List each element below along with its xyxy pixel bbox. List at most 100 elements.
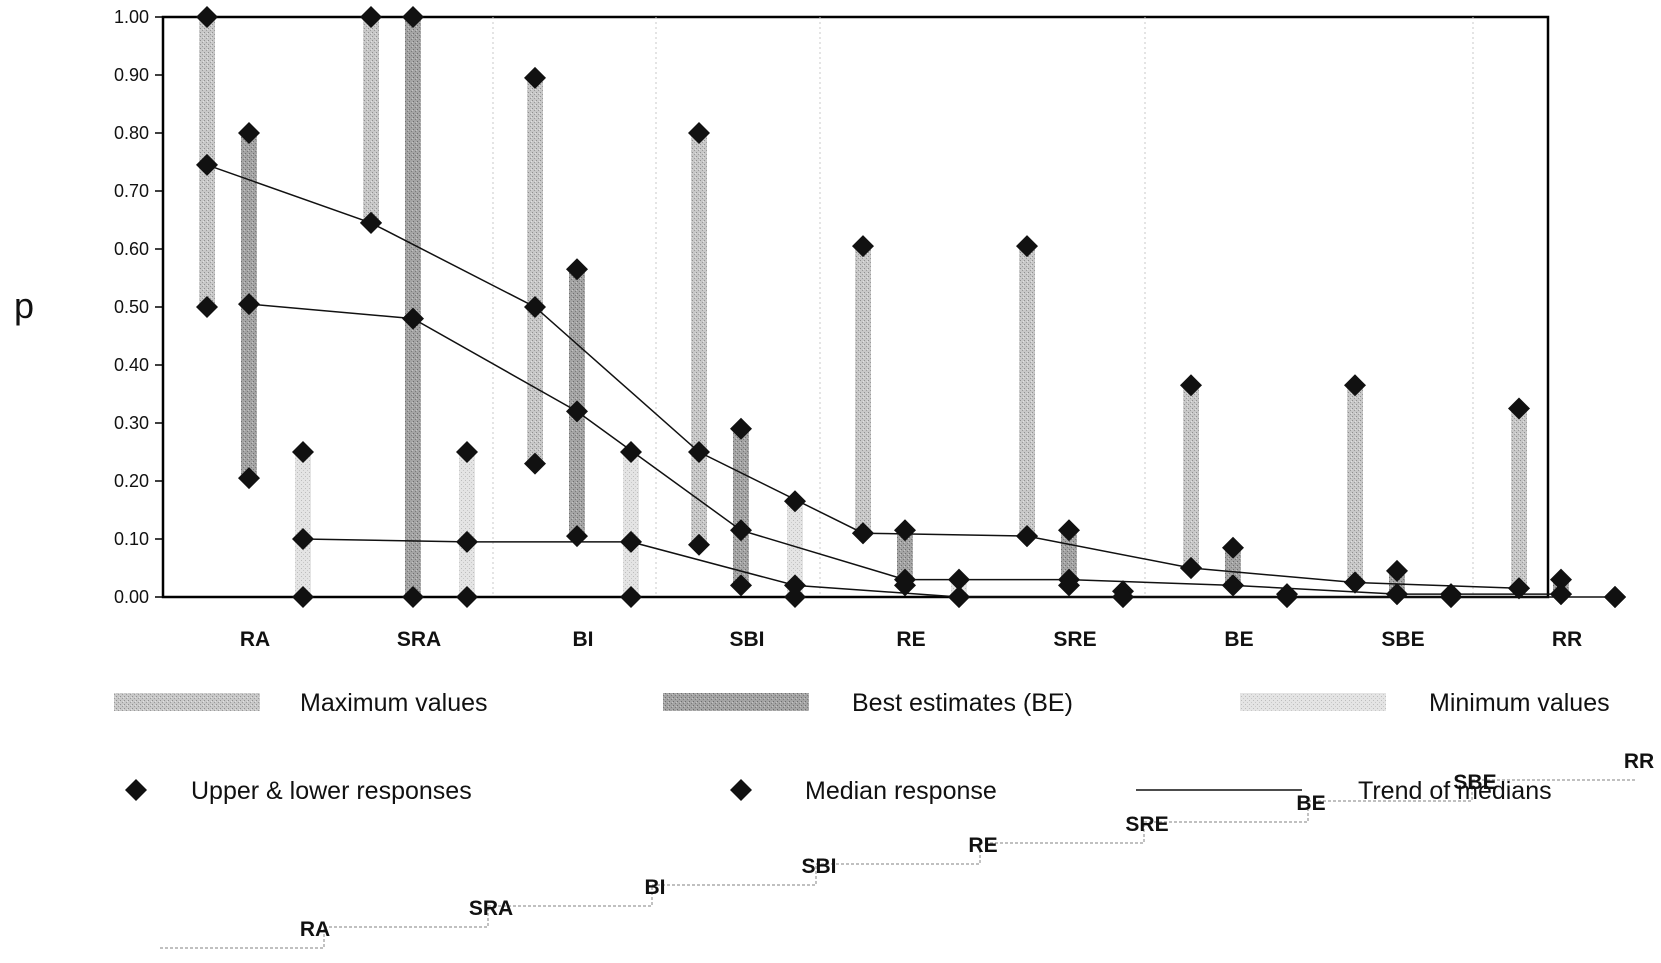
y-axis-label: p xyxy=(14,285,34,326)
median-response-marker xyxy=(1604,586,1626,608)
median-response-marker xyxy=(1386,583,1408,606)
median-response-marker xyxy=(894,568,916,591)
median-response-marker xyxy=(402,307,424,330)
staircase-line xyxy=(160,779,1636,949)
y-tick-label: 0.20 xyxy=(114,471,149,491)
median-response-marker xyxy=(1016,525,1038,548)
legend-label-minimum: Minimum values xyxy=(1429,689,1610,717)
x-category-label: BI xyxy=(573,628,594,651)
upper-response-marker xyxy=(1550,568,1572,591)
median-response-marker xyxy=(784,574,806,597)
median-response-marker xyxy=(1276,586,1298,608)
range-bar-best xyxy=(1225,547,1241,586)
upper-response-marker xyxy=(1386,559,1408,582)
upper-response-marker xyxy=(730,417,752,440)
median-response-marker xyxy=(1508,577,1530,600)
median-response-marker xyxy=(620,530,642,553)
upper-response-marker xyxy=(1016,235,1038,258)
y-tick-label: 0.10 xyxy=(114,529,149,549)
range-bar-best xyxy=(733,428,749,586)
range-bar-maximum xyxy=(1347,385,1363,583)
y-tick-label: 0.80 xyxy=(114,123,149,143)
lower-response-marker xyxy=(620,586,642,608)
legend: Maximum values Best estimates (BE) Minim… xyxy=(114,689,1610,805)
x-category-label: BE xyxy=(1224,628,1253,651)
range-bar-minimum xyxy=(623,452,639,597)
lower-response-marker xyxy=(456,586,478,608)
upper-response-marker xyxy=(524,66,546,89)
range-bar-maximum xyxy=(363,17,379,223)
legend-label-median: Median response xyxy=(805,777,997,805)
median-response-marker xyxy=(456,530,478,553)
y-tick-label: 0.00 xyxy=(114,587,149,607)
range-bar-maximum xyxy=(855,246,871,534)
lower-response-marker xyxy=(730,574,752,597)
staircase-label: SRA xyxy=(469,897,513,920)
median-response-marker xyxy=(688,441,710,463)
range-bar-maximum xyxy=(527,77,543,464)
legend-marker-median xyxy=(730,779,752,801)
legend-swatch-minimum xyxy=(1240,693,1386,711)
median-response-marker xyxy=(1058,568,1080,591)
y-tick-label: 0.70 xyxy=(114,181,149,201)
y-tick-label: 1.00 xyxy=(114,7,149,27)
upper-response-marker xyxy=(402,6,424,28)
median-response-marker xyxy=(1344,571,1366,594)
median-response-marker xyxy=(292,528,314,550)
staircase-label: SBE xyxy=(1453,771,1496,794)
y-tick-label: 0.60 xyxy=(114,239,149,259)
range-bar-minimum xyxy=(459,452,475,597)
median-response-marker xyxy=(1222,574,1244,597)
response-markers xyxy=(196,6,1626,608)
legend-marker-upper-lower xyxy=(125,779,147,801)
range-bar-best xyxy=(897,530,913,586)
upper-response-marker xyxy=(894,519,916,542)
upper-response-marker xyxy=(784,490,806,513)
lower-response-marker xyxy=(238,467,260,490)
y-axis: 0.00 0.10 0.20 0.30 0.40 0.50 0.60 0.70 0.80 0.90… xyxy=(114,7,163,607)
median-response-marker xyxy=(730,519,752,542)
median-response-marker xyxy=(360,211,382,234)
median-response-marker xyxy=(1112,586,1134,608)
legend-label-best: Best estimates (BE) xyxy=(852,689,1073,717)
legend-label-trend: Trend of medians xyxy=(1358,777,1552,805)
lower-response-marker xyxy=(688,533,710,556)
legend-swatch-best xyxy=(663,693,809,711)
range-bar-maximum xyxy=(1019,246,1035,537)
upper-response-marker xyxy=(360,6,382,28)
x-axis: RA SRA BI SBI RE SRE BE SBE RR xyxy=(240,628,1582,651)
x-category-label: RA xyxy=(240,628,270,651)
x-category-label: SBI xyxy=(729,628,764,651)
range-bar-maximum xyxy=(691,133,707,545)
staircase-label: BI xyxy=(645,876,666,899)
y-tick-label: 0.30 xyxy=(114,413,149,433)
median-response-marker xyxy=(852,522,874,545)
median-response-marker xyxy=(524,296,546,318)
range-bar-maximum xyxy=(1183,385,1199,568)
median-response-marker xyxy=(1440,586,1462,608)
upper-response-marker xyxy=(620,441,642,463)
upper-response-marker xyxy=(1508,397,1530,420)
lower-response-marker xyxy=(566,525,588,548)
range-bar-minimum xyxy=(787,501,803,597)
y-tick-label: 0.90 xyxy=(114,65,149,85)
x-category-label: SRA xyxy=(397,628,441,651)
staircase-label: RR xyxy=(1624,750,1654,773)
median-response-marker xyxy=(1180,557,1202,579)
staircase-label: BE xyxy=(1296,792,1325,815)
range-bar-maximum xyxy=(1511,408,1527,589)
median-response-marker xyxy=(1550,583,1572,606)
upper-response-marker xyxy=(456,441,478,463)
staircase-label: SRE xyxy=(1125,813,1168,836)
staircase-label: SBI xyxy=(801,855,836,878)
upper-response-marker xyxy=(948,568,970,591)
upper-response-marker xyxy=(196,6,218,28)
staircase-label: RA xyxy=(300,918,330,941)
median-response-marker xyxy=(196,153,218,176)
range-bar-best xyxy=(405,17,421,597)
range-bars xyxy=(199,17,1569,597)
upper-response-marker xyxy=(1344,374,1366,397)
y-tick-label: 0.40 xyxy=(114,355,149,375)
median-response-marker xyxy=(566,400,588,423)
upper-response-marker xyxy=(1222,536,1244,559)
